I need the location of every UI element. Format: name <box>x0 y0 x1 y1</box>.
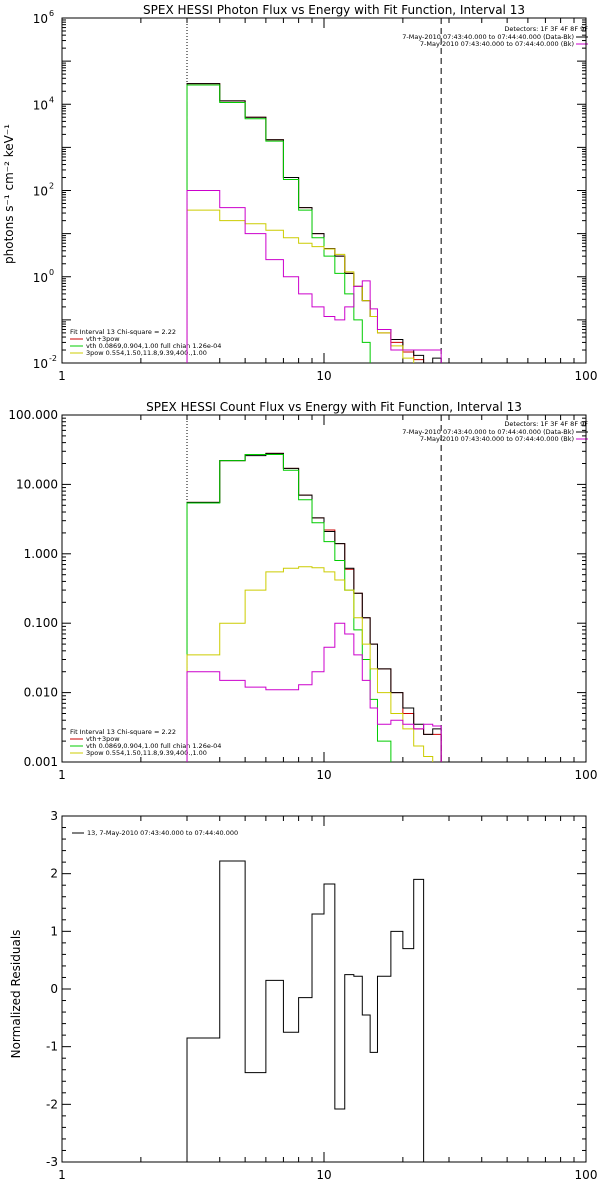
photon-detectors-label: Detectors: 1F 3F 4F 8F 9F <box>504 25 588 33</box>
residuals-legend-label: 13, 7-May-2010 07:43:40.000 to 07:44:40.… <box>87 829 238 837</box>
photon-flux-title: SPEX HESSI Photon Flux vs Energy with Fi… <box>143 3 525 17</box>
count-flux-title: SPEX HESSI Count Flux vs Energy with Fit… <box>146 400 522 414</box>
count-x-tick-label: 1 <box>58 768 66 782</box>
residuals-x-axis: 1 10 100 <box>58 816 597 1182</box>
residuals-y-axis: 3 2 1 0 -1 -2 -3 <box>46 809 586 1169</box>
residuals-x-tick-label: 1 <box>58 1168 66 1182</box>
count-legend-fit-title: Fit Interval 13 Chi-square = 2.22 <box>70 728 176 736</box>
count-y-tick-label: 1.000 <box>24 547 58 561</box>
count-y-axis: 100.000 10.000 1.000 0.100 0.010 0.001 <box>8 408 586 769</box>
count-y-tick-label: 0.100 <box>24 616 58 630</box>
residuals-y-tick-label: 3 <box>50 809 58 823</box>
photon-legend-fit-1: vth 0.0869,0.904,1.00 full chian 1.26e-0… <box>86 342 221 350</box>
photon-y-tick-exponent: 6 <box>49 9 54 18</box>
photon-flux-panel: SPEX HESSI Photon Flux vs Energy with Fi… <box>2 3 597 383</box>
count-x-tick-label: 10 <box>316 768 331 782</box>
photon-legend-fit-0: vth+3pow <box>86 335 120 343</box>
count-y-tick-label: 100.000 <box>8 408 58 422</box>
residuals-y-tick-label: -3 <box>46 1155 58 1169</box>
count-x-tick-label: 100 <box>575 768 598 782</box>
photon-x-tick-label: 1 <box>58 369 66 383</box>
residuals-panel: Normalized Residuals 13, 7-May-2010 07:4… <box>9 809 597 1182</box>
residuals-y-tick-label: -2 <box>46 1097 58 1111</box>
photon-legend-top-1: 7-May-2010 07:43:40.000 to 07:44:40.000 … <box>420 40 574 48</box>
residuals-series-13-7-may-2010-07-43-40-000-to-07-44-40-000-0 <box>186 860 425 1162</box>
count-legend-fit-0: vth+3pow <box>86 735 120 743</box>
photon-x-tick-label: 100 <box>575 369 598 383</box>
count-flux-panel: SPEX HESSI Count Flux vs Energy with Fit… <box>8 400 597 782</box>
count-detectors-label: Detectors: 1F 3F 4F 8F 9F <box>504 420 588 428</box>
count-series-vth-2 <box>186 453 392 762</box>
residuals-x-tick-label: 10 <box>316 1168 331 1182</box>
photon-series-3pow-3 <box>186 209 415 363</box>
photon-y-tick-label: 10 <box>33 12 48 26</box>
count-y-tick-label: 0.010 <box>24 686 58 700</box>
photon-x-tick-label: 10 <box>316 369 331 383</box>
residuals-x-tick-label: 100 <box>575 1168 598 1182</box>
residuals-y-tick-label: -1 <box>46 1040 58 1054</box>
residuals-y-tick-label: 0 <box>50 982 58 996</box>
photon-y-tick-exponent: -2 <box>49 354 57 363</box>
photon-y-tick-exponent: 2 <box>49 182 54 191</box>
count-y-tick-label: 10.000 <box>16 477 58 491</box>
count-legend-fit-1: vth 0.0869,0.904,1.00 full chian 1.26e-0… <box>86 742 221 750</box>
photon-legend-fit-2: 3pow 0.554,1.50,11.8,9.39,400.,1.00 <box>86 349 207 357</box>
residuals-y-tick-label: 1 <box>50 924 58 938</box>
count-legend-top-0: 7-May-2010 07:43:40.000 to 07:44:40.000 … <box>402 428 574 436</box>
photon-legend-top-0: 7-May-2010 07:43:40.000 to 07:44:40.000 … <box>402 33 574 41</box>
count-y-tick-label: 0.001 <box>24 755 58 769</box>
photon-flux-y-axis-label: photons s⁻¹ cm⁻² keV⁻¹ <box>2 124 16 264</box>
photon-y-tick-label: 10 <box>33 357 48 371</box>
count-series-bk-4 <box>186 622 442 762</box>
count-legend-top-1: 7-May-2010 07:43:40.000 to 07:44:40.000 … <box>420 435 574 443</box>
photon-y-tick-exponent: 4 <box>49 95 54 104</box>
count-legend-fit-2: 3pow 0.554,1.50,11.8,9.39,400.,1.00 <box>86 749 207 757</box>
photon-series-bk-4 <box>186 190 442 363</box>
photon-y-tick-label: 10 <box>33 98 48 112</box>
photon-y-tick-label: 10 <box>33 271 48 285</box>
photon-x-axis: 1 10 100 <box>58 18 597 383</box>
photon-series-vth-2 <box>186 84 371 363</box>
residuals-y-axis-label: Normalized Residuals <box>9 930 23 1059</box>
count-x-axis: 1 10 100 <box>58 415 597 782</box>
count-series-3pow-3 <box>186 566 434 762</box>
photon-series-group <box>186 83 442 363</box>
photon-y-tick-exponent: 0 <box>49 268 54 277</box>
residuals-y-tick-label: 2 <box>50 867 58 881</box>
photon-y-tick-label: 10 <box>33 185 48 199</box>
residuals-series-group <box>186 860 425 1162</box>
count-series-group <box>186 452 442 762</box>
photon-legend-fit-title: Fit Interval 13 Chi-square = 2.22 <box>70 328 176 336</box>
